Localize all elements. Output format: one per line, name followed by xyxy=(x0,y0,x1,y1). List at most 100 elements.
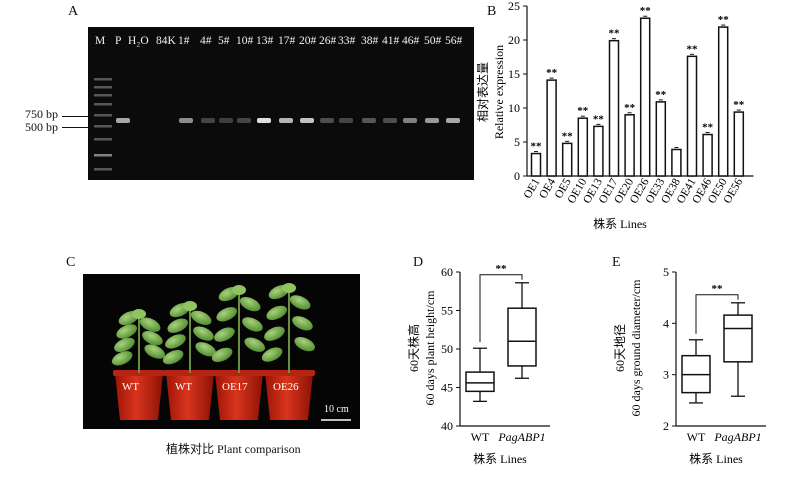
sample-band xyxy=(179,118,193,123)
box xyxy=(723,314,753,363)
significance-label: ** xyxy=(733,99,745,111)
gel-lane-label: 26# xyxy=(319,35,337,47)
plant-leaf xyxy=(214,327,235,342)
sample-band xyxy=(300,118,314,123)
y-axis-label-en: Relative expression xyxy=(492,45,506,139)
plant-leaf xyxy=(294,336,316,352)
gel-lane-label: 38# xyxy=(361,35,379,47)
x-tick-label: WT xyxy=(471,430,490,444)
significance-label: ** xyxy=(640,5,652,17)
plant-leaf xyxy=(244,337,266,352)
plant-photo: WT WT OE17 OE26 10 cm xyxy=(83,274,360,429)
plant-photo-drawing xyxy=(111,283,351,421)
gel-lane-label: 4# xyxy=(200,35,212,47)
y-tick-label: 0 xyxy=(514,169,520,183)
plant-leaf xyxy=(116,324,138,339)
plant-leaf xyxy=(264,326,285,341)
ladder-band xyxy=(94,154,112,157)
gel-lane-label: H₂O xyxy=(128,35,149,47)
significance-label: ** xyxy=(531,141,543,153)
pot-label-2: WT xyxy=(175,381,193,393)
gel-lane-label: 17# xyxy=(278,35,296,47)
x-tick-label: WT xyxy=(687,430,706,444)
plant-leaf xyxy=(193,326,214,341)
plant-leaf xyxy=(289,295,311,310)
bp-marker-500-line xyxy=(62,127,88,128)
plant-leaf xyxy=(183,301,197,311)
plant-leaf xyxy=(232,285,246,295)
ladder-band xyxy=(94,78,112,81)
gel-lane-label: 10# xyxy=(236,35,254,47)
plant-leaf xyxy=(282,283,296,293)
y-axis-label-en: 60 days plant height/cm xyxy=(423,290,437,406)
significance-label: ** xyxy=(562,130,574,142)
significance-label: ** xyxy=(546,67,558,79)
gel-lane-label: 46# xyxy=(402,35,420,47)
sample-band xyxy=(257,118,271,123)
x-tick-label: PagABP1 xyxy=(713,430,761,444)
y-tick-label: 40 xyxy=(441,419,453,433)
plant-leaf xyxy=(167,318,189,333)
pot xyxy=(115,373,163,420)
y-tick-label: 4 xyxy=(663,316,669,330)
plant-leaf xyxy=(261,347,283,362)
sample-band xyxy=(279,118,293,123)
sample-band xyxy=(403,118,417,123)
plant-leaf xyxy=(242,317,263,332)
bar xyxy=(624,114,635,177)
gel-lane-label: P xyxy=(115,35,122,47)
y-tick-label: 15 xyxy=(508,67,520,81)
scale-bar-label: 10 cm xyxy=(324,404,349,415)
y-axis-label-cn: 60天地径 xyxy=(613,324,627,372)
gel-lane-label: 5# xyxy=(218,35,230,47)
sample-band xyxy=(362,118,376,123)
plant-leaf xyxy=(162,349,184,365)
plant-leaf xyxy=(165,334,186,349)
pot xyxy=(215,373,263,420)
x-axis-label: 株系 Lines xyxy=(689,451,743,466)
y-tick-label: 5 xyxy=(514,135,520,149)
plant-leaf xyxy=(111,351,133,366)
x-axis-label: 株系 Lines xyxy=(593,216,647,231)
sample-band xyxy=(219,118,233,123)
y-tick-label: 60 xyxy=(441,265,453,279)
sample-band xyxy=(383,118,397,123)
gel-lane-label: 84K xyxy=(156,35,176,47)
pot-label-1: WT xyxy=(122,381,140,393)
pot-label-3: OE17 xyxy=(222,381,248,393)
significance-label: ** xyxy=(712,283,724,295)
panel-e-letter: E xyxy=(612,255,621,270)
bar xyxy=(702,133,713,177)
ladder-band xyxy=(94,125,112,128)
significance-label: ** xyxy=(702,122,714,134)
ladder-band xyxy=(94,86,112,89)
y-tick-label: 20 xyxy=(508,33,520,47)
significance-label: ** xyxy=(718,14,730,26)
sample-band xyxy=(237,118,251,123)
y-tick-label: 50 xyxy=(441,342,453,356)
significance-label: ** xyxy=(496,263,508,275)
significance-bracket xyxy=(479,274,523,343)
bar xyxy=(546,79,557,177)
plants-group xyxy=(111,283,316,420)
sample-band xyxy=(116,118,130,123)
ladder-band xyxy=(94,114,112,117)
bar xyxy=(561,142,573,177)
gel-lane-label: 13# xyxy=(256,35,274,47)
gel-image xyxy=(88,27,474,180)
y-tick-label: 55 xyxy=(441,304,453,318)
bar xyxy=(671,148,682,177)
gel-lane-label: 20# xyxy=(299,35,317,47)
panel-c-letter: C xyxy=(66,255,76,270)
bar xyxy=(686,55,698,177)
pot xyxy=(265,373,313,420)
pot-label-4: OE26 xyxy=(273,381,299,393)
bar xyxy=(733,111,745,177)
bar xyxy=(608,39,620,177)
significance-label: ** xyxy=(577,105,589,117)
bar xyxy=(717,26,729,177)
sample-band xyxy=(446,118,460,123)
significance-label: ** xyxy=(609,28,621,40)
plant-leaf xyxy=(211,347,233,363)
bp-marker-750: 750 bp xyxy=(25,107,58,121)
